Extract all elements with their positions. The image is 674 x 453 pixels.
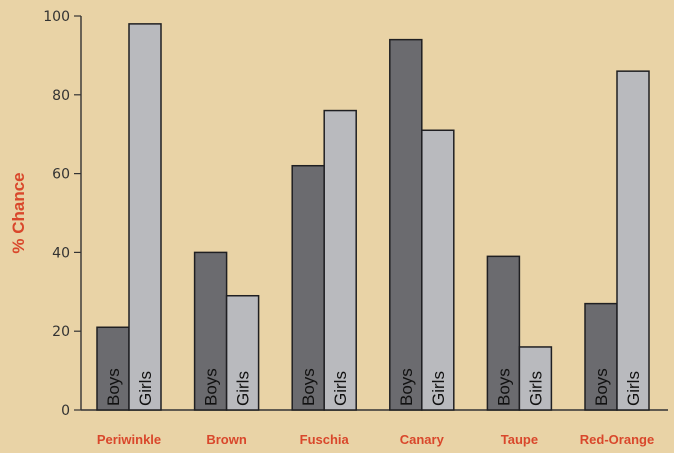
bar-label-girls: Girls xyxy=(234,371,253,406)
category-label-canary: Canary xyxy=(400,432,445,447)
labels: Boys Girls Periwinkle Boys Girls Brown Boys Gir… xyxy=(97,368,654,447)
bar-label-girls: Girls xyxy=(331,371,350,406)
bar-label-boys: Boys xyxy=(494,368,513,406)
category-label-taupe: Taupe xyxy=(501,432,538,447)
y-tick-label: 60 xyxy=(52,167,70,183)
category-label-fuschia: Fuschia xyxy=(300,432,350,447)
bar-label-boys: Boys xyxy=(299,368,318,406)
category-label-red-orange: Red-Orange xyxy=(580,432,654,447)
bar-label-girls: Girls xyxy=(136,371,155,406)
bar-girls-brown xyxy=(225,294,260,411)
bar-boys-taupe xyxy=(486,255,521,411)
bar-boys-red-orange xyxy=(584,302,618,411)
y-axis-label: % Chance xyxy=(9,172,28,253)
bar-girls-canary xyxy=(421,129,455,411)
bar-label-boys: Boys xyxy=(592,368,611,406)
category-label-brown: Brown xyxy=(206,432,247,447)
y-tick-label: 0 xyxy=(61,403,70,419)
bar-girls-fuschia xyxy=(323,109,357,411)
bar-label-girls: Girls xyxy=(429,371,448,406)
bar-girls-red-orange xyxy=(616,70,650,411)
y-tick-label: 20 xyxy=(52,324,70,340)
category-label-periwinkle: Periwinkle xyxy=(97,432,161,447)
bar-label-boys: Boys xyxy=(202,368,221,406)
y-tick-label: 40 xyxy=(52,245,70,261)
bars xyxy=(96,23,650,411)
bar-girls-periwinkle xyxy=(128,23,162,411)
bar-label-girls: Girls xyxy=(526,371,545,406)
bar-boys-canary xyxy=(389,38,423,411)
bar-label-boys: Boys xyxy=(397,368,416,406)
axes: 0 20 40 60 80 100 xyxy=(43,9,668,419)
bar-girls-taupe xyxy=(518,346,553,411)
bar-boys-fuschia xyxy=(291,164,325,411)
y-tick-label: 80 xyxy=(52,88,70,104)
bar-label-boys: Boys xyxy=(104,368,123,406)
y-tick-label: 100 xyxy=(43,9,70,25)
bar-label-girls: Girls xyxy=(624,371,643,406)
